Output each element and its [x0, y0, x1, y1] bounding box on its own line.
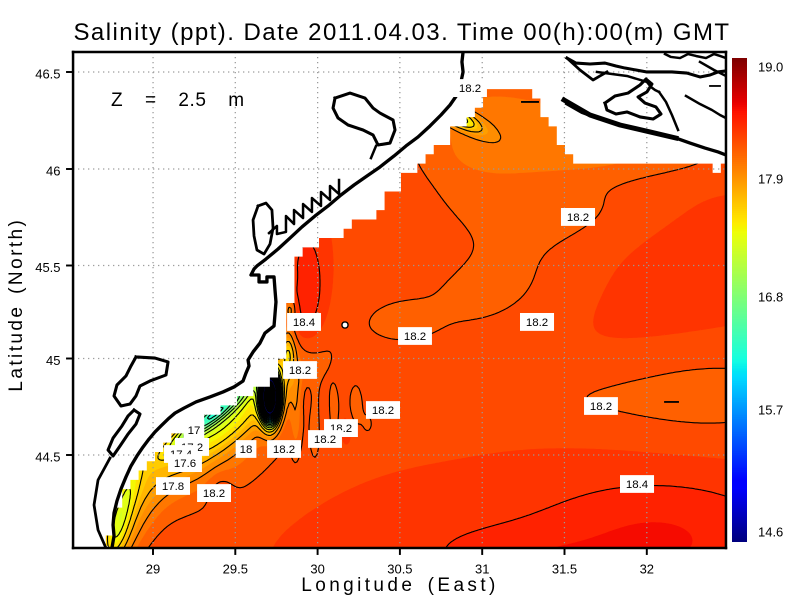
svg-text:32: 32 — [640, 562, 654, 577]
svg-text:46: 46 — [46, 164, 60, 179]
svg-text:15.7: 15.7 — [758, 403, 783, 418]
svg-text:17.8: 17.8 — [162, 481, 184, 493]
svg-text:45: 45 — [46, 353, 60, 368]
svg-text:46.5: 46.5 — [35, 67, 60, 82]
svg-text:17: 17 — [188, 425, 201, 437]
svg-text:Longitude (East): Longitude (East) — [301, 575, 498, 596]
svg-text:30: 30 — [310, 562, 324, 577]
svg-text:45.5: 45.5 — [35, 260, 60, 275]
svg-text:Salinity (ppt). Date 2011.04.0: Salinity (ppt). Date 2011.04.03. Time 00… — [73, 19, 730, 46]
svg-text:18.4: 18.4 — [293, 317, 316, 329]
svg-text:19.0: 19.0 — [758, 60, 783, 75]
svg-text:Z = 2.5 m: Z = 2.5 m — [111, 90, 245, 111]
svg-text:18: 18 — [240, 444, 253, 456]
svg-text:17.6: 17.6 — [174, 458, 196, 470]
svg-text:44.5: 44.5 — [35, 450, 60, 465]
svg-text:30.5: 30.5 — [387, 562, 412, 577]
svg-text:18.2: 18.2 — [590, 401, 612, 413]
svg-text:18.2: 18.2 — [203, 488, 225, 500]
svg-text:14.6: 14.6 — [758, 525, 783, 540]
svg-text:18.2: 18.2 — [289, 365, 311, 377]
svg-text:18.2: 18.2 — [314, 434, 336, 446]
svg-text:18.2: 18.2 — [372, 405, 394, 417]
svg-text:18.2: 18.2 — [567, 212, 589, 224]
svg-text:17.9: 17.9 — [758, 172, 783, 187]
svg-text:18.4: 18.4 — [626, 479, 649, 491]
svg-text:Latitude (North): Latitude (North) — [6, 218, 27, 392]
svg-text:18.2: 18.2 — [526, 317, 548, 329]
svg-text:18.2: 18.2 — [404, 331, 426, 343]
svg-text:16.8: 16.8 — [758, 290, 783, 305]
svg-text:29: 29 — [146, 562, 160, 577]
svg-text:29.5: 29.5 — [223, 562, 248, 577]
svg-text:31.5: 31.5 — [552, 562, 577, 577]
svg-text:18.2: 18.2 — [459, 83, 481, 95]
svg-text:18.2: 18.2 — [273, 444, 295, 456]
svg-text:31: 31 — [475, 562, 489, 577]
